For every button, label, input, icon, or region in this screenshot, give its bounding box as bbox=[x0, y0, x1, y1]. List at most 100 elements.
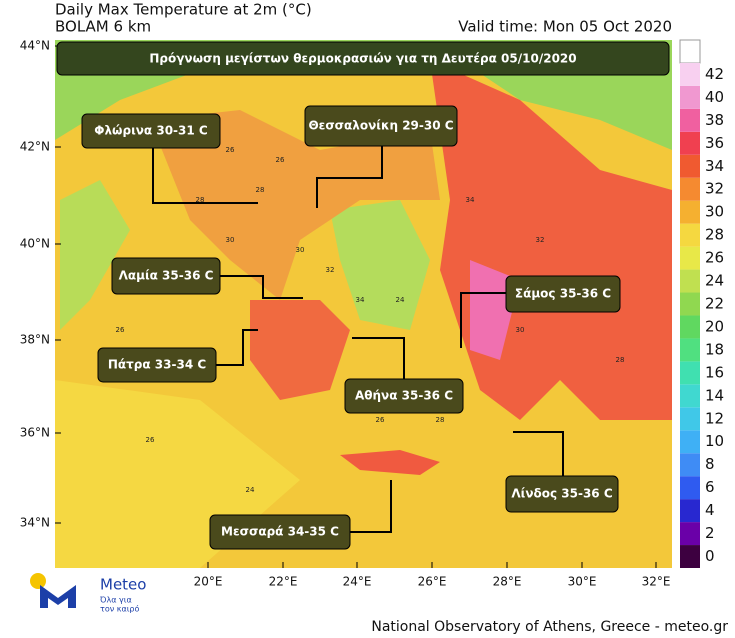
point-label: 28 bbox=[196, 196, 205, 204]
lat-label: 44°N bbox=[20, 39, 50, 53]
logo-tagline: Όλα για bbox=[99, 595, 132, 605]
point-label: 26 bbox=[276, 156, 285, 164]
colorbar-label: 18 bbox=[705, 340, 724, 358]
arrows bbox=[152, 146, 564, 533]
colorbar-label: 2 bbox=[705, 524, 715, 542]
valid-time: Valid time: Mon 05 Oct 2020 bbox=[458, 18, 672, 36]
colorbar-label: 12 bbox=[705, 409, 724, 427]
colorbar-label: 38 bbox=[705, 111, 724, 129]
point-label: 34 bbox=[356, 296, 365, 304]
banner-box bbox=[56, 41, 670, 76]
lon-label: 24°E bbox=[343, 575, 372, 589]
peloponnese bbox=[250, 300, 350, 400]
crete bbox=[340, 450, 440, 475]
lat-label: 36°N bbox=[20, 426, 50, 440]
logo-sun bbox=[30, 573, 46, 589]
colorbar-segment bbox=[680, 177, 700, 201]
colorbar-segment bbox=[680, 269, 700, 293]
colorbar-label: 4 bbox=[705, 501, 715, 519]
colorbar-segment bbox=[680, 453, 700, 477]
west-sea bbox=[60, 180, 130, 330]
colorbar-label: 30 bbox=[705, 203, 724, 221]
lon-label: 30°E bbox=[568, 575, 597, 589]
point-label: 30 bbox=[226, 236, 235, 244]
arrow bbox=[316, 146, 383, 208]
colorbar-top bbox=[679, 39, 701, 64]
callout-text: Λαμία 35-36 C bbox=[119, 269, 214, 283]
colorbar-label: 16 bbox=[705, 363, 724, 381]
callout-text: Λίνδος 35-36 C bbox=[511, 487, 612, 501]
colorbar-segment bbox=[680, 223, 700, 247]
lon-label: 28°E bbox=[493, 575, 522, 589]
colorbar-segment bbox=[680, 154, 700, 178]
point-label: 32 bbox=[326, 266, 335, 274]
callouts: Φλώρινα 30-31 C Θεσσαλονίκη 29-30 C Λαμία … bbox=[81, 105, 621, 550]
colorbar-label: 6 bbox=[705, 478, 715, 496]
callout-box bbox=[111, 257, 221, 295]
logo-name: Meteo bbox=[100, 576, 146, 594]
colorbar-segment bbox=[680, 476, 700, 500]
point-label: 28 bbox=[436, 416, 445, 424]
callout-text: Θεσσαλονίκη 29-30 C bbox=[308, 119, 453, 133]
banner: Πρόγνωση μεγίστων θερμοκρασιών για τη Δε… bbox=[56, 41, 670, 76]
colorbar-segment bbox=[680, 430, 700, 454]
point-label: 32 bbox=[536, 236, 545, 244]
arrow bbox=[220, 275, 303, 299]
model: BOLAM 6 km bbox=[55, 18, 151, 36]
callout-box bbox=[81, 113, 221, 149]
title: Daily Max Temperature at 2m (°C) bbox=[55, 1, 312, 19]
callout-box bbox=[97, 347, 217, 383]
logo-tagline: τον καιρό bbox=[100, 604, 139, 614]
lat-label: 42°N bbox=[20, 140, 50, 154]
colorbar-segment bbox=[680, 108, 700, 132]
colorbar-label: 24 bbox=[705, 272, 724, 290]
colorbar-segment bbox=[680, 338, 700, 362]
banner-text: Πρόγνωση μεγίστων θερμοκρασιών για τη Δε… bbox=[149, 52, 576, 66]
colorbar-label: 22 bbox=[705, 295, 724, 313]
colorbar-label: 34 bbox=[705, 157, 724, 175]
colorbar-label: 8 bbox=[705, 455, 715, 473]
colorbar-label: 0 bbox=[705, 547, 715, 565]
lon-label: 20°E bbox=[194, 575, 223, 589]
colorbar-label: 20 bbox=[705, 317, 724, 335]
point-label: 26 bbox=[146, 436, 155, 444]
colorbar-label: 36 bbox=[705, 134, 724, 152]
callout-text: Αθήνα 35-36 C bbox=[355, 389, 453, 403]
arrow bbox=[513, 431, 564, 476]
colorbar-label: 14 bbox=[705, 386, 724, 404]
colorbar-segment bbox=[680, 499, 700, 523]
point-label: 24 bbox=[396, 296, 405, 304]
colorbar-label: 28 bbox=[705, 226, 724, 244]
lon-label: 32°E bbox=[642, 575, 671, 589]
callout-box bbox=[344, 378, 464, 414]
colorbar-segment bbox=[680, 200, 700, 224]
lat-label: 38°N bbox=[20, 333, 50, 347]
point-label: 30 bbox=[296, 246, 305, 254]
callout-box bbox=[209, 514, 351, 550]
lon-label: 22°E bbox=[269, 575, 298, 589]
colorbar-segment bbox=[680, 315, 700, 339]
colorbar-segment bbox=[680, 407, 700, 431]
callout-text: Πάτρα 33-34 C bbox=[108, 358, 207, 372]
arrow bbox=[152, 148, 258, 204]
point-label: 26 bbox=[226, 146, 235, 154]
lat-label: 40°N bbox=[20, 237, 50, 251]
colorbar-label: 40 bbox=[705, 88, 724, 106]
footer: National Observatory of Athens, Greece -… bbox=[371, 619, 728, 635]
colorbar-segment bbox=[680, 545, 700, 568]
colorbar-segment bbox=[680, 361, 700, 385]
point-label: 30 bbox=[516, 326, 525, 334]
callout-text: Μεσσαρά 34-35 C bbox=[221, 525, 339, 539]
lat-label: 34°N bbox=[20, 516, 50, 530]
aegean bbox=[330, 200, 430, 330]
colorbar-label: 32 bbox=[705, 180, 724, 198]
logo-m bbox=[40, 585, 76, 608]
colorbar-label: 10 bbox=[705, 432, 724, 450]
balkans bbox=[150, 110, 440, 300]
colorbar-segment bbox=[680, 522, 700, 546]
point-label: 24 bbox=[246, 486, 255, 494]
callout-box bbox=[505, 275, 621, 313]
colorbar-label: 26 bbox=[705, 249, 724, 267]
